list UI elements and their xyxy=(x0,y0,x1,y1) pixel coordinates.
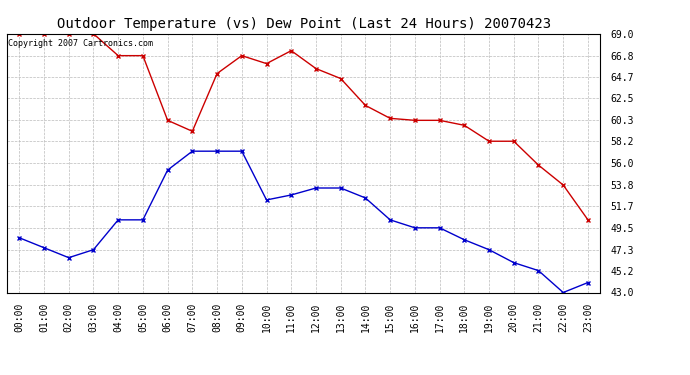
Text: Copyright 2007 Cartronics.com: Copyright 2007 Cartronics.com xyxy=(8,39,153,48)
Title: Outdoor Temperature (vs) Dew Point (Last 24 Hours) 20070423: Outdoor Temperature (vs) Dew Point (Last… xyxy=(57,17,551,31)
